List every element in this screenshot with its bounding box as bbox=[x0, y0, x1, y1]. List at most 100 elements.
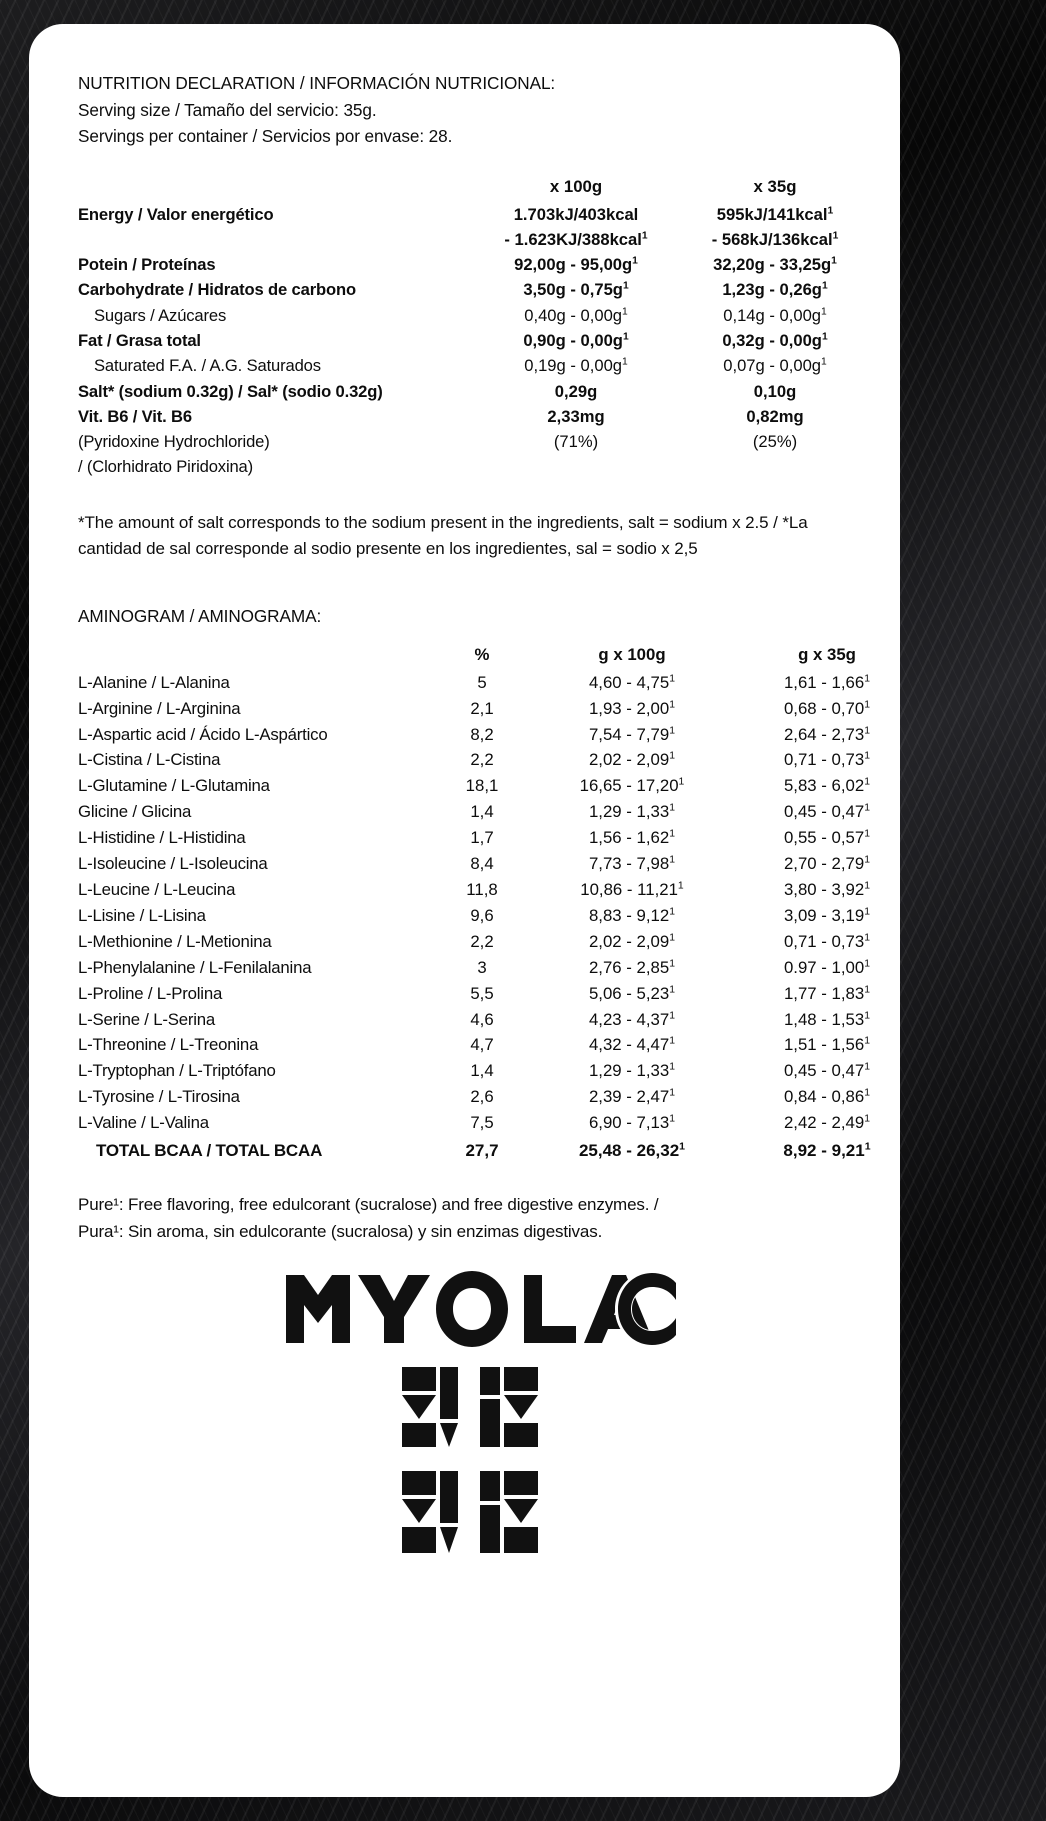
pure-footnote: Pure¹: Free flavoring, free edulcorant (… bbox=[78, 1192, 858, 1245]
nutrition-row-label: Fat / Grasa total bbox=[78, 330, 201, 350]
pure-footnote-line-es: Pura¹: Sin aroma, sin edulcorante (sucra… bbox=[78, 1221, 603, 1241]
nutrition-row-value-100g: 0,90g - 0,00g1 bbox=[523, 330, 629, 350]
aminogram-row-value-100g: 4,23 - 4,371 bbox=[588, 1009, 676, 1029]
nutrition-row-value-35g: (25%) bbox=[752, 432, 798, 452]
serving-size-line: Serving size / Tamaño del servicio: 35g. bbox=[78, 99, 377, 120]
aminogram-row: L-Proline / L-Prolina 5,5 5,06 - 5,231 1,77… bbox=[78, 981, 916, 1007]
nutrition-row: / (Clorhidrato Piridoxina) bbox=[78, 454, 868, 479]
aminogram-row-label: L-Glutamine / L-Glutamina bbox=[78, 776, 270, 796]
aminogram-row-label: L-Phenylalanine / L-Fenilalanina bbox=[78, 957, 312, 977]
nutrition-row-label: Energy / Valor energético bbox=[78, 204, 274, 224]
aminogram-row-value-100g: 10,86 - 11,211 bbox=[580, 880, 684, 900]
aminogram-row-percent: 8,4 bbox=[470, 854, 494, 874]
aminogram-row-value-100g: 2,02 - 2,091 bbox=[588, 931, 676, 951]
aminogram-row-percent: 2,2 bbox=[470, 750, 494, 770]
aminogram-row-percent: 1,4 bbox=[470, 802, 494, 822]
aminogram-row: L-Tryptophan / L-Triptófano 1,4 1,29 - 1,3… bbox=[78, 1058, 916, 1084]
aminogram-row-percent: 9,6 bbox=[470, 905, 494, 925]
aminogram-row-percent: 1,4 bbox=[470, 1061, 494, 1081]
nutrition-row-value-35g: - 568kJ/136kcal1 bbox=[711, 229, 839, 249]
aminogram-row-label: L-Histidine / L-Histidina bbox=[78, 828, 246, 848]
aminogram-row: L-Methionine / L-Metionina 2,2 2,02 - 2,09… bbox=[78, 929, 916, 955]
salt-conversion-note: *The amount of salt corresponds to the s… bbox=[78, 512, 808, 559]
aminogram-row-value-100g: 6,90 - 7,131 bbox=[588, 1113, 676, 1133]
aminogram-row-value-35g: 2,64 - 2,731 bbox=[783, 724, 871, 744]
aminogram-row-value-100g: 2,76 - 2,851 bbox=[588, 957, 676, 977]
aminogram-row-value-100g: 4,60 - 4,751 bbox=[588, 672, 676, 692]
nutrition-row-value-100g: - 1.623KJ/388kcal1 bbox=[504, 229, 648, 249]
nutrition-row: Saturated F.A. / A.G. Saturados 0,19g - 0… bbox=[78, 353, 868, 378]
aminogram-row-value-100g: 7,54 - 7,791 bbox=[588, 724, 676, 744]
aminogram-row-label: TOTAL BCAA / TOTAL BCAA bbox=[96, 1141, 323, 1161]
nutrition-row-value-35g: 0,07g - 0,00g1 bbox=[723, 356, 827, 376]
aminogram-row-value-35g: 5,83 - 6,021 bbox=[783, 776, 871, 796]
aminogram-row-label: L-Methionine / L-Metionina bbox=[78, 931, 272, 951]
aminogram-row: L-Valine / L-Valina 7,5 6,90 - 7,131 2,42 -… bbox=[78, 1110, 916, 1136]
aminogram-row-percent: 2,1 bbox=[470, 698, 494, 718]
aminogram-row: L-Arginine / L-Arginina 2,1 1,93 - 2,001 0,… bbox=[78, 696, 916, 722]
aminogram-row: L-Isoleucine / L-Isoleucina 8,4 7,73 - 7,9… bbox=[78, 851, 916, 877]
aminogram-row-label: L-Aspartic acid / Ácido L-Aspártico bbox=[78, 724, 328, 744]
aminogram-row: L-Histidine / L-Histidina 1,7 1,56 - 1,621… bbox=[78, 825, 916, 851]
aminogram-row-value-100g: 1,29 - 1,331 bbox=[588, 802, 676, 822]
nutrition-header-100g: x 100g bbox=[549, 176, 603, 196]
nutrition-row: Sugars / Azúcares 0,40g - 0,00g1 0,14g - 0… bbox=[78, 303, 868, 328]
aminogram-row: Glicine / Glicina 1,4 1,29 - 1,331 0,45 - 0… bbox=[78, 799, 916, 825]
aminogram-row-value-35g: 2,42 - 2,491 bbox=[783, 1113, 871, 1133]
nutrition-row-value-35g: 0,82mg bbox=[746, 406, 804, 426]
nutrition-row-value-35g: 32,20g - 33,25g1 bbox=[713, 255, 837, 275]
aminogram-row-percent: 3 bbox=[477, 957, 487, 977]
aminogram-row-percent: 4,7 bbox=[470, 1035, 494, 1055]
myolac-triangular-monogram-icon bbox=[402, 1367, 538, 1554]
aminogram-row: L-Cistina / L-Cistina 2,2 2,02 - 2,091 0,71… bbox=[78, 747, 916, 773]
aminogram-row-value-35g: 1,61 - 1,661 bbox=[783, 672, 871, 692]
nutrition-row-label: Salt* (sodium 0.32g) / Sal* (sodio 0.32g… bbox=[78, 381, 383, 401]
aminogram-row-label: L-Cistina / L-Cistina bbox=[78, 750, 221, 770]
aminogram-row-value-35g: 0,55 - 0,571 bbox=[783, 828, 871, 848]
nutrition-row-value-100g bbox=[470, 454, 682, 479]
aminogram-row-value-35g: 1,51 - 1,561 bbox=[783, 1035, 871, 1055]
aminogram-row-value-35g: 1,48 - 1,531 bbox=[783, 1009, 871, 1029]
aminogram-row-percent: 8,2 bbox=[470, 724, 494, 744]
aminogram-header-35g: g x 35g bbox=[798, 644, 856, 664]
nutrition-row-value-100g: 0,40g - 0,00g1 bbox=[524, 305, 628, 325]
aminogram-row: L-Lisine / L-Lisina 9,6 8,83 - 9,121 3,09 -… bbox=[78, 903, 916, 929]
aminogram-row-label: Glicine / Glicina bbox=[78, 802, 192, 822]
aminogram-row-value-100g: 1,29 - 1,331 bbox=[588, 1061, 676, 1081]
aminogram-row-value-100g: 4,32 - 4,471 bbox=[588, 1035, 676, 1055]
brand-logo-block bbox=[78, 1271, 882, 1561]
nutrition-row: Salt* (sodium 0.32g) / Sal* (sodio 0.32g… bbox=[78, 379, 868, 404]
aminogram-row-label: L-Tryptophan / L-Triptófano bbox=[78, 1061, 276, 1081]
nutrition-row-label: Vit. B6 / Vit. B6 bbox=[78, 406, 192, 426]
aminogram-row: L-Phenylalanine / L-Fenilalanina 3 2,76 - … bbox=[78, 955, 916, 981]
nutrition-column-header-row: x 100g x 35g bbox=[78, 172, 868, 202]
aminogram-row-value-35g: 2,70 - 2,791 bbox=[783, 854, 871, 874]
aminogram-row-label: L-Serine / L-Serina bbox=[78, 1009, 216, 1029]
aminogram-row: L-Glutamine / L-Glutamina 18,1 16,65 - 17,… bbox=[78, 773, 916, 799]
nutrition-row-label: Saturated F.A. / A.G. Saturados bbox=[94, 356, 321, 376]
aminogram-row-value-35g: 0,71 - 0,731 bbox=[783, 931, 871, 951]
aminogram-row-value-35g: 3,80 - 3,921 bbox=[783, 880, 871, 900]
nutrition-row-value-100g: 3,50g - 0,75g1 bbox=[523, 280, 629, 300]
aminogram-column-header-row: % g x 100g g x 35g bbox=[78, 639, 916, 670]
nutrition-row-value-100g: 92,00g - 95,00g1 bbox=[514, 255, 638, 275]
nutrition-declaration-table: x 100g x 35g Energy / Valor energético 1.… bbox=[78, 172, 868, 480]
nutrition-row-value-35g: 1,23g - 0,26g1 bbox=[722, 280, 828, 300]
aminogram-row-label: L-Proline / L-Prolina bbox=[78, 983, 223, 1003]
nutrition-row-value-35g: 0,10g bbox=[753, 381, 797, 401]
aminogram-row-label: L-Threonine / L-Treonina bbox=[78, 1035, 259, 1055]
nutrition-row-value-100g: 1.703kJ/403kcal bbox=[513, 204, 639, 224]
nutrition-row: Potein / Proteínas 92,00g - 95,00g1 32,20g… bbox=[78, 252, 868, 277]
aminogram-row-percent: 7,5 bbox=[470, 1113, 494, 1133]
aminogram-row-percent: 4,6 bbox=[470, 1009, 494, 1029]
nutrition-row: Carbohydrate / Hidratos de carbono 3,50g … bbox=[78, 277, 868, 302]
nutrition-row-value-100g: 0,29g bbox=[554, 381, 598, 401]
aminogram-row-value-35g: 8,92 - 9,211 bbox=[783, 1140, 871, 1161]
nutrition-row: (Pyridoxine Hydrochloride) (71%) (25%) bbox=[78, 429, 868, 454]
servings-per-container-line: Servings per container / Servicios por e… bbox=[78, 126, 453, 146]
aminogram-row-value-100g: 25,48 - 26,321 bbox=[578, 1140, 686, 1161]
aminogram-row-value-100g: 1,93 - 2,001 bbox=[588, 698, 676, 718]
nutrition-row-value-100g: 0,19g - 0,00g1 bbox=[524, 356, 628, 376]
aminogram-row-percent: 1,7 bbox=[470, 828, 494, 848]
aminogram-row-value-35g: 0,68 - 0,701 bbox=[783, 698, 871, 718]
